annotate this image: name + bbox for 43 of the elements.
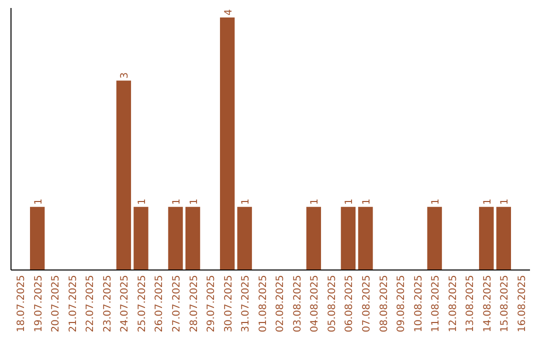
x-tick-label: 18.07.2025 <box>16 275 28 332</box>
x-tick-label: 12.08.2025 <box>448 275 459 332</box>
x-tick-label: 05.08.2025 <box>326 275 338 332</box>
data-label: 1 <box>188 198 200 205</box>
x-tick-label: 26.07.2025 <box>154 275 166 332</box>
x-tick-label: 15.08.2025 <box>500 275 511 332</box>
data-label: 1 <box>172 198 183 205</box>
x-tick-label: 03.08.2025 <box>292 275 304 332</box>
x-tick-label: 11.08.2025 <box>430 275 442 332</box>
x-tick-label: 14.08.2025 <box>482 275 494 332</box>
x-tick-label: 08.08.2025 <box>378 275 390 332</box>
x-tick-label: 09.08.2025 <box>396 275 408 332</box>
x-tick-label: 06.08.2025 <box>344 275 356 332</box>
x-tick-label: 07.08.2025 <box>361 275 372 332</box>
data-label: 1 <box>344 198 356 205</box>
x-tick-label: 04.08.2025 <box>310 275 321 332</box>
x-tick-label: 20.07.2025 <box>50 275 62 332</box>
data-label: 1 <box>500 198 511 205</box>
x-tick-label: 31.07.2025 <box>240 275 252 332</box>
x-tick-label: 23.07.2025 <box>102 275 114 332</box>
data-label: 1 <box>482 198 494 205</box>
data-label: 1 <box>136 198 148 205</box>
data-label: 1 <box>240 198 252 205</box>
x-tick-label: 30.07.2025 <box>223 275 234 332</box>
data-label: 1 <box>310 198 321 205</box>
data-label: 1 <box>361 198 372 205</box>
x-tick-label: 16.08.2025 <box>516 275 528 332</box>
x-tick-label: 22.07.2025 <box>85 275 96 332</box>
x-tick-label: 01.08.2025 <box>258 275 269 332</box>
x-tick-label: 21.07.2025 <box>68 275 79 332</box>
x-tick-label: 28.07.2025 <box>188 275 200 332</box>
data-label: 1 <box>33 198 44 205</box>
x-tick-label: 25.07.2025 <box>136 275 148 332</box>
x-tick-label: 02.08.2025 <box>275 275 286 332</box>
x-tick-label: 10.08.2025 <box>413 275 424 332</box>
x-tick-label: 24.07.2025 <box>120 275 131 332</box>
data-label: 1 <box>430 198 442 205</box>
x-tick-label: 19.07.2025 <box>33 275 44 332</box>
data-label: 3 <box>120 72 131 79</box>
x-tick-label: 13.08.2025 <box>465 275 476 332</box>
x-tick-label: 27.07.2025 <box>172 275 183 332</box>
data-label: 4 <box>223 9 234 16</box>
x-tick-label: 29.07.2025 <box>206 275 218 332</box>
